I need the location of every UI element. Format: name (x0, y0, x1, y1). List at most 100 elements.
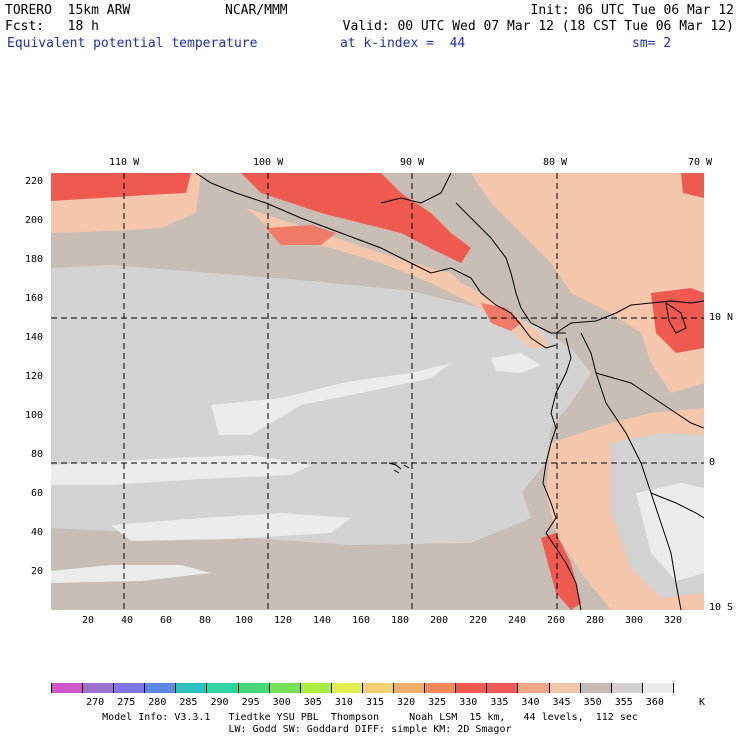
smoothing-label: sm= 2 (632, 36, 672, 51)
y-label-220: 220 (24, 176, 43, 187)
x-label-80: 80 (199, 615, 212, 626)
colorbar-swatch (672, 683, 705, 693)
colorbar-swatch (299, 683, 332, 693)
warm-red-northeast (681, 173, 704, 198)
colorbar-swatch (268, 683, 301, 693)
lon-label-100w: 100 W (253, 157, 284, 168)
colorbar-swatch (517, 683, 550, 693)
theta-e-map (51, 173, 704, 610)
colorbar-label: 295 (241, 697, 260, 708)
colorbar-label: 335 (490, 697, 509, 708)
x-label-100: 100 (235, 615, 254, 626)
colorbar-label: 300 (272, 697, 291, 708)
colorbar-swatch (610, 683, 643, 693)
lon-label-90w: 90 W (400, 157, 425, 168)
init-time: Init: 06 UTC Tue 06 Mar 12 (530, 3, 735, 18)
warm-salmon-caribbean (471, 173, 704, 393)
valid-time: Valid: 00 UTC Wed 07 Mar 12 (18 CST Tue … (342, 19, 734, 34)
colorbar-swatch (393, 683, 426, 693)
colorbar-label: 345 (552, 697, 571, 708)
x-label-240: 240 (508, 615, 527, 626)
colorbar-swatch (237, 683, 270, 693)
warm-red-northwest (51, 173, 191, 201)
y-label-80: 80 (30, 449, 43, 460)
lon-label-80w: 80 W (543, 157, 568, 168)
warm-red-caribbean (651, 288, 704, 353)
coast-lake-maracaibo (665, 301, 687, 334)
x-label-180: 180 (391, 615, 410, 626)
warm-red-mexico (241, 173, 471, 263)
x-label-280: 280 (586, 615, 605, 626)
colorbar-swatch (144, 683, 177, 693)
colorbar-label: 275 (117, 697, 136, 708)
lat-label-0: 0 (709, 457, 716, 468)
colorbar-label: 290 (210, 697, 229, 708)
colorbar-label: 280 (148, 697, 167, 708)
colorbar-swatch (361, 683, 395, 693)
x-label-40: 40 (121, 615, 134, 626)
colorbar-label: 320 (397, 697, 416, 708)
colorbar-label: 315 (365, 697, 384, 708)
y-label-180: 180 (24, 254, 43, 265)
colorbar-label: 325 (428, 697, 447, 708)
model-name: TORERO 15km ARW (5, 3, 131, 18)
colorbar-swatch (82, 683, 115, 693)
x-label-20: 20 (82, 615, 95, 626)
model-info-line-2: LW: Godd SW: Goddard DIFF: simple KM: 2D… (228, 724, 512, 735)
colorbar-swatch (51, 683, 84, 693)
colorbar-swatch (579, 683, 612, 693)
border-peru-brazil (650, 492, 704, 519)
colorbar-label: 330 (459, 697, 478, 708)
colorbar-swatch (424, 683, 457, 693)
colorbar-label: 360 (645, 697, 664, 708)
colorbar-swatch (641, 683, 674, 693)
coast-yucatan (380, 173, 452, 204)
colorbar-unit: K (699, 697, 706, 708)
y-label-120: 120 (24, 371, 43, 382)
lon-label-70w: 70 W (688, 157, 713, 168)
y-label-40: 40 (30, 527, 43, 538)
warm-red-peru (541, 533, 581, 610)
coast-caribbean-ca (455, 202, 566, 334)
x-label-120: 120 (274, 615, 293, 626)
x-label-200: 200 (430, 615, 449, 626)
y-label-100: 100 (24, 410, 43, 421)
x-label-60: 60 (160, 615, 173, 626)
colorbar-swatch (486, 683, 519, 693)
forecast-hour: Fcst: 18 h (5, 19, 99, 34)
y-label-140: 140 (24, 332, 43, 343)
x-label-220: 220 (469, 615, 488, 626)
colorbar-label: 270 (86, 697, 105, 708)
ocean-pale-band-3 (211, 363, 451, 435)
colorbar-label: 285 (179, 697, 198, 708)
ocean-pale-band-5 (491, 353, 541, 373)
x-label-260: 260 (547, 615, 566, 626)
colorbar-swatch (113, 683, 146, 693)
land-pale-interior (636, 483, 704, 581)
coast-south-america-west (542, 337, 582, 610)
lat-label-10n: 10 N (709, 312, 734, 323)
graticule (51, 173, 704, 610)
y-label-60: 60 (30, 488, 43, 499)
colorbar-swatch (548, 683, 581, 693)
level-label: at k-index = 44 (340, 36, 466, 51)
lon-label-110w: 110 W (109, 157, 140, 168)
x-label-160: 160 (352, 615, 371, 626)
y-label-160: 160 (24, 293, 43, 304)
ocean-pale-band-2 (111, 513, 351, 541)
coast-mexico-central-america (195, 173, 557, 349)
colorbar-label: 350 (583, 697, 602, 708)
ocean-pale-band-4 (51, 565, 211, 583)
lat-label-10s: 10 S (709, 602, 734, 613)
colorbar-label: 305 (303, 697, 322, 708)
y-label-200: 200 (24, 215, 43, 226)
coast-galapagos (388, 462, 410, 474)
x-label-320: 320 (664, 615, 683, 626)
coast-south-america-north (555, 300, 704, 334)
colorbar-label: 340 (521, 697, 540, 708)
field-name: Equivalent potential temperature (7, 36, 258, 51)
center-name: NCAR/MMM (225, 3, 288, 18)
colorbar-swatch (455, 683, 488, 693)
warm-red-central-america (481, 303, 521, 331)
x-label-300: 300 (625, 615, 644, 626)
